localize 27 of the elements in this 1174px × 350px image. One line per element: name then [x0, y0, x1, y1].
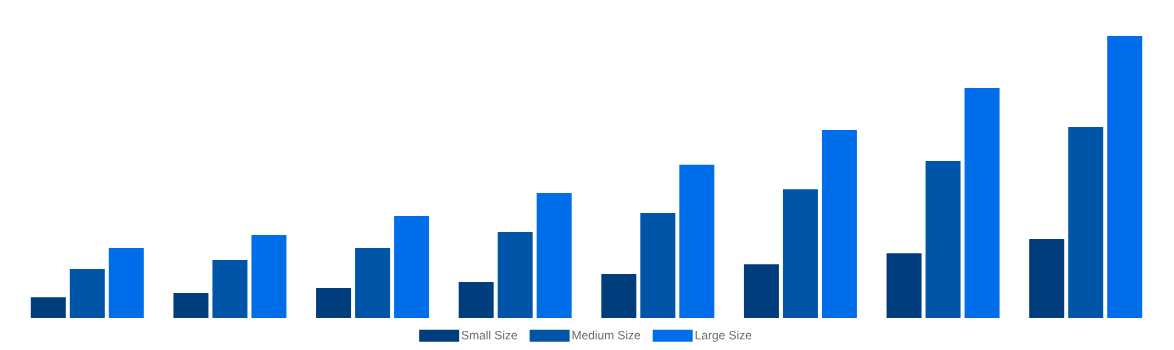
bar: [679, 164, 715, 318]
bar: [782, 189, 818, 318]
bar: [601, 274, 637, 318]
bar: [964, 87, 1000, 318]
bar: [925, 160, 961, 318]
bar: [30, 297, 66, 318]
bar: [108, 248, 144, 318]
bar: [743, 264, 779, 318]
bar: [316, 288, 352, 318]
bar: [458, 281, 494, 318]
bar: [1029, 239, 1065, 318]
bar: [69, 268, 105, 318]
bar: [821, 129, 857, 318]
legend-label: Large Size: [695, 330, 752, 342]
bar: [251, 235, 287, 318]
bar: [394, 215, 430, 318]
bar: [497, 231, 533, 318]
legend-label: Medium Size: [572, 330, 641, 340]
bar: [1107, 36, 1143, 318]
bar: [1068, 127, 1104, 318]
bar: [355, 248, 391, 318]
bar: [536, 193, 572, 318]
bar: [640, 213, 676, 318]
bar: [173, 292, 209, 318]
legend-label: Small Size: [461, 330, 518, 340]
bar: [886, 253, 922, 318]
bar: [212, 259, 248, 318]
